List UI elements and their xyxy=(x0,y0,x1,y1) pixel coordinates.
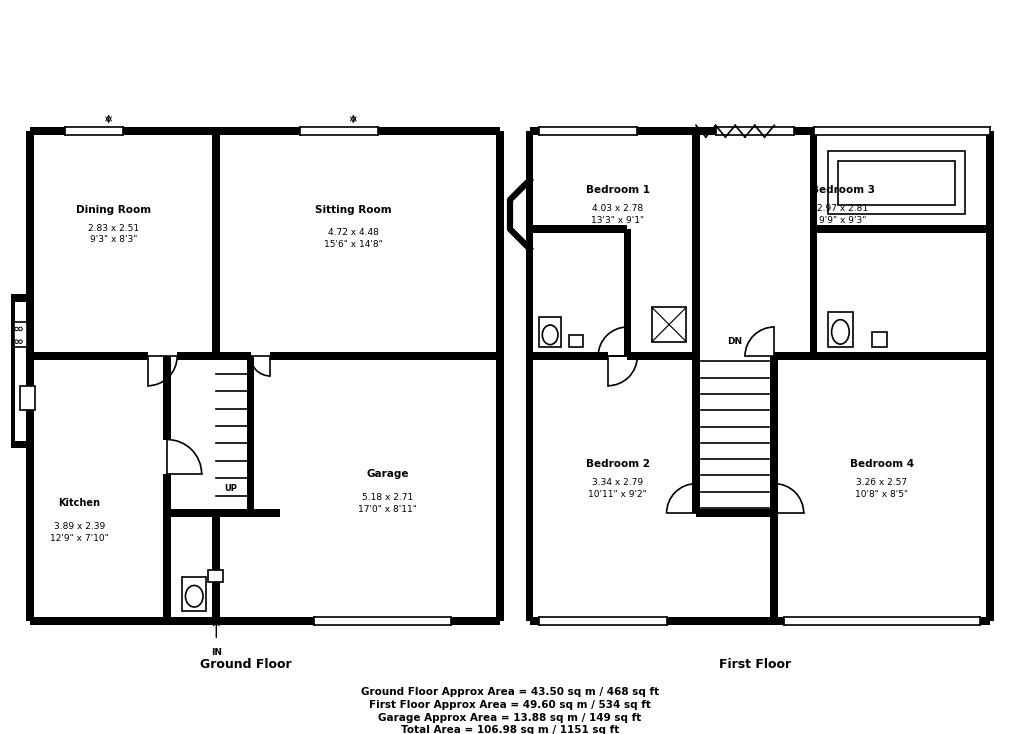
Bar xyxy=(529,617,988,625)
Bar xyxy=(692,357,699,513)
Text: Sitting Room: Sitting Room xyxy=(315,205,391,214)
Bar xyxy=(813,127,988,135)
Text: UP: UP xyxy=(224,484,237,493)
Bar xyxy=(31,127,499,135)
Text: Ground Floor: Ground Floor xyxy=(200,658,291,672)
Bar xyxy=(769,357,777,621)
Text: Bedroom 1: Bedroom 1 xyxy=(585,185,649,195)
Text: Total Area = 106.98 sq m / 1151 sq ft: Total Area = 106.98 sq m / 1151 sq ft xyxy=(400,725,619,734)
Text: IN: IN xyxy=(211,648,221,657)
Bar xyxy=(695,509,773,517)
Bar xyxy=(20,386,35,410)
Bar xyxy=(827,312,852,346)
Bar xyxy=(163,474,171,621)
Bar xyxy=(212,131,220,357)
Bar xyxy=(827,150,964,214)
Bar xyxy=(64,127,123,135)
Bar xyxy=(279,352,499,360)
Bar xyxy=(300,127,377,135)
Text: Garage Approx Area = 13.88 sq m / 149 sq ft: Garage Approx Area = 13.88 sq m / 149 sq… xyxy=(378,713,641,723)
Bar xyxy=(539,317,560,346)
Bar xyxy=(838,161,955,205)
Bar xyxy=(809,131,816,357)
Bar xyxy=(651,308,686,342)
Bar xyxy=(10,294,31,302)
Ellipse shape xyxy=(542,325,557,345)
Bar xyxy=(525,131,533,621)
Bar xyxy=(177,352,216,360)
Bar xyxy=(7,297,14,445)
Bar xyxy=(59,130,128,133)
Bar xyxy=(529,225,627,233)
Bar xyxy=(167,509,216,517)
Bar xyxy=(181,577,206,611)
Bar xyxy=(813,225,988,233)
Bar xyxy=(715,127,793,135)
Ellipse shape xyxy=(830,319,849,344)
Text: Bedroom 2: Bedroom 2 xyxy=(585,459,649,469)
Bar xyxy=(769,357,777,513)
Text: 5.18 x 2.71
17'0" x 8'11": 5.18 x 2.71 17'0" x 8'11" xyxy=(358,493,417,514)
Bar xyxy=(871,332,887,346)
Circle shape xyxy=(15,340,18,344)
Bar xyxy=(692,131,699,357)
Text: 3.89 x 2.39
12'9" x 7'10": 3.89 x 2.39 12'9" x 7'10" xyxy=(50,522,108,543)
Text: 2.83 x 2.51
9'3" x 8'3": 2.83 x 2.51 9'3" x 8'3" xyxy=(88,224,139,244)
Bar xyxy=(216,352,251,360)
Bar xyxy=(314,617,450,625)
Text: 3.26 x 2.57
10'8" x 8'5": 3.26 x 2.57 10'8" x 8'5" xyxy=(855,478,908,499)
Circle shape xyxy=(18,327,22,331)
Text: Ground Floor Approx Area = 43.50 sq m / 468 sq ft: Ground Floor Approx Area = 43.50 sq m / … xyxy=(361,687,658,697)
Bar xyxy=(539,127,637,135)
Bar xyxy=(13,322,28,346)
Bar xyxy=(773,352,988,360)
Bar xyxy=(784,617,979,625)
Bar xyxy=(212,513,220,621)
Bar xyxy=(529,352,607,360)
Text: DN: DN xyxy=(727,337,742,346)
Bar xyxy=(627,352,695,360)
Text: Bedroom 4: Bedroom 4 xyxy=(849,459,913,469)
Text: 3.34 x 2.79
10'11" x 9'2": 3.34 x 2.79 10'11" x 9'2" xyxy=(588,478,646,499)
Bar xyxy=(26,131,35,621)
Text: Bedroom 3: Bedroom 3 xyxy=(810,185,874,195)
Bar xyxy=(270,352,279,360)
Circle shape xyxy=(18,340,22,344)
Bar xyxy=(216,509,279,517)
Bar xyxy=(623,229,631,357)
Bar xyxy=(529,127,988,135)
Text: First Floor Approx Area = 49.60 sq m / 534 sq ft: First Floor Approx Area = 49.60 sq m / 5… xyxy=(369,700,650,710)
Bar xyxy=(294,130,382,133)
Ellipse shape xyxy=(185,586,203,607)
Bar xyxy=(496,131,503,621)
Bar xyxy=(247,357,254,513)
Text: 4.72 x 4.48
15'6" x 14'8": 4.72 x 4.48 15'6" x 14'8" xyxy=(324,228,382,250)
Bar xyxy=(208,570,223,581)
Text: 4.03 x 2.78
13'3" x 9'1": 4.03 x 2.78 13'3" x 9'1" xyxy=(591,204,644,225)
Bar xyxy=(539,617,666,625)
Text: Garage: Garage xyxy=(366,469,409,479)
Bar xyxy=(279,617,499,625)
Text: 2.97 x 2.81
9'9" x 9'3": 2.97 x 2.81 9'9" x 9'3" xyxy=(816,204,867,225)
Bar xyxy=(569,335,583,346)
Text: Kitchen: Kitchen xyxy=(58,498,100,508)
Bar xyxy=(163,357,171,440)
Circle shape xyxy=(15,327,18,331)
Bar xyxy=(984,131,993,621)
Bar xyxy=(31,617,279,625)
Text: First Floor: First Floor xyxy=(718,658,790,672)
Bar xyxy=(10,440,31,448)
Text: Dining Room: Dining Room xyxy=(75,205,151,214)
Bar xyxy=(31,352,148,360)
